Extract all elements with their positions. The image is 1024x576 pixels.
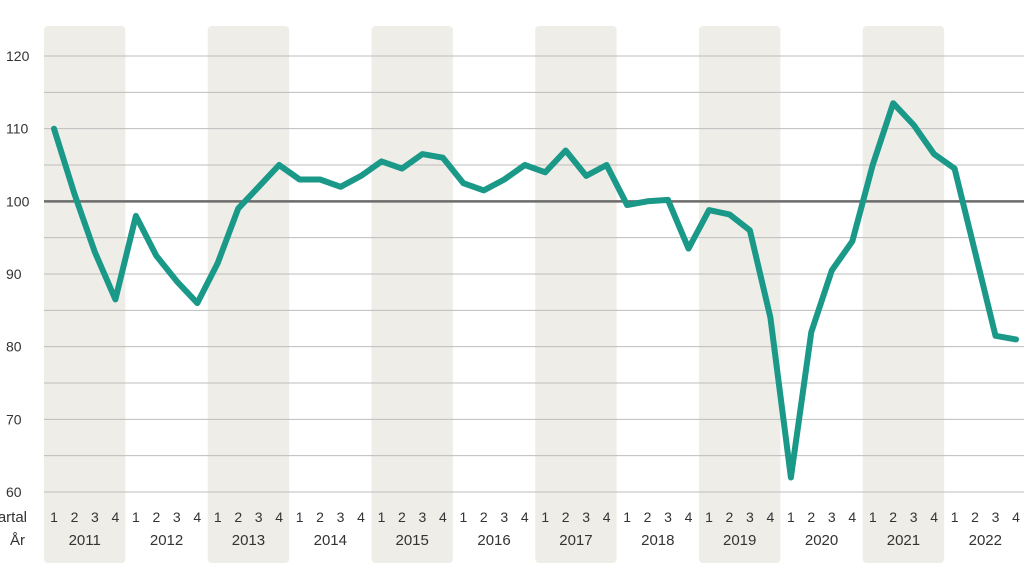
y-tick-label: 80 bbox=[6, 339, 22, 355]
y-tick-label: 120 bbox=[6, 48, 30, 64]
year-tick-label: 2022 bbox=[969, 532, 1002, 549]
quarter-tick-label: 3 bbox=[746, 509, 754, 525]
quarter-tick-label: 2 bbox=[71, 509, 79, 525]
quarter-tick-label: 2 bbox=[644, 509, 652, 525]
y-tick-label: 100 bbox=[6, 193, 30, 209]
quarter-tick-label: 3 bbox=[255, 509, 263, 525]
y-tick-label: 90 bbox=[6, 266, 22, 282]
year-tick-label: 2019 bbox=[723, 532, 756, 549]
quarter-tick-label: 4 bbox=[603, 509, 611, 525]
quarter-tick-label: 1 bbox=[50, 509, 58, 525]
quarter-tick-label: 1 bbox=[623, 509, 631, 525]
y-tick-label: 60 bbox=[6, 484, 22, 500]
quarter-row-label: Kvartal bbox=[0, 509, 27, 526]
year-band-2017 bbox=[535, 26, 617, 563]
quarter-tick-label: 1 bbox=[705, 509, 713, 525]
year-tick-label: 2020 bbox=[805, 532, 838, 549]
year-tick-label: 2013 bbox=[232, 532, 265, 549]
quarter-tick-label: 3 bbox=[582, 509, 590, 525]
quarter-tick-label: 3 bbox=[91, 509, 99, 525]
quarter-tick-label: 1 bbox=[541, 509, 549, 525]
quarter-tick-label: 3 bbox=[337, 509, 345, 525]
y-tick-label: 110 bbox=[6, 121, 29, 137]
year-row-label: År bbox=[10, 532, 25, 549]
year-tick-label: 2011 bbox=[69, 532, 101, 549]
year-bands bbox=[44, 26, 945, 563]
year-tick-label: 2016 bbox=[477, 532, 510, 549]
quarter-tick-label: 2 bbox=[889, 509, 897, 525]
y-tick-label: 70 bbox=[6, 411, 22, 427]
quarter-tick-label: 4 bbox=[766, 509, 774, 525]
quarter-tick-label: 1 bbox=[459, 509, 467, 525]
year-tick-label: 2015 bbox=[396, 532, 429, 549]
quarter-tick-label: 2 bbox=[562, 509, 570, 525]
quarter-tick-label: 1 bbox=[787, 509, 795, 525]
quarter-tick-label: 4 bbox=[357, 509, 365, 525]
quarter-tick-label: 3 bbox=[992, 509, 1000, 525]
quarter-tick-label: 1 bbox=[132, 509, 140, 525]
year-tick-label: 2018 bbox=[641, 532, 674, 549]
quarter-tick-label: 4 bbox=[193, 509, 201, 525]
quarter-tick-label: 4 bbox=[848, 509, 856, 525]
quarter-tick-label: 4 bbox=[930, 509, 938, 525]
series-line bbox=[51, 100, 1019, 481]
quarter-tick-label: 3 bbox=[419, 509, 427, 525]
quarter-tick-label: 3 bbox=[910, 509, 918, 525]
quarter-tick-label: 4 bbox=[521, 509, 529, 525]
quarter-tick-label: 2 bbox=[234, 509, 242, 525]
quarter-tick-label: 2 bbox=[398, 509, 406, 525]
gridlines bbox=[44, 55, 1024, 493]
quarter-tick-label: 2 bbox=[480, 509, 488, 525]
quarter-tick-label: 4 bbox=[439, 509, 447, 525]
year-tick-label: 2017 bbox=[559, 532, 592, 549]
year-band-2021 bbox=[862, 26, 945, 563]
year-tick-label: 2014 bbox=[314, 532, 347, 549]
quarter-tick-label: 3 bbox=[173, 509, 181, 525]
year-tick-label: 2021 bbox=[887, 532, 920, 549]
quarter-tick-label: 1 bbox=[296, 509, 304, 525]
quarter-tick-label: 4 bbox=[275, 509, 283, 525]
quarter-tick-label: 2 bbox=[152, 509, 160, 525]
quarter-tick-label: 1 bbox=[378, 509, 386, 525]
quarter-tick-label: 2 bbox=[316, 509, 324, 525]
year-band-2013 bbox=[207, 26, 290, 563]
quarter-tick-label: 2 bbox=[726, 509, 734, 525]
quarter-tick-label: 4 bbox=[1012, 509, 1020, 525]
quarter-tick-label: 2 bbox=[971, 509, 979, 525]
quarter-tick-label: 1 bbox=[214, 509, 222, 525]
quarter-tick-label: 2 bbox=[807, 509, 815, 525]
year-band-2015 bbox=[371, 26, 453, 563]
quarter-tick-label: 1 bbox=[951, 509, 959, 525]
quarter-tick-label: 4 bbox=[685, 509, 693, 525]
quarter-tick-label: 3 bbox=[828, 509, 836, 525]
quarter-tick-label: 4 bbox=[112, 509, 120, 525]
year-band-2019 bbox=[698, 26, 781, 563]
quarter-tick-label: 1 bbox=[869, 509, 877, 525]
quarter-tick-label: 3 bbox=[500, 509, 508, 525]
y-axis-ticks: 60 70 80 90 100 110 120 bbox=[6, 48, 30, 500]
quarter-tick-label: 3 bbox=[664, 509, 672, 525]
year-tick-label: 2012 bbox=[150, 532, 183, 549]
